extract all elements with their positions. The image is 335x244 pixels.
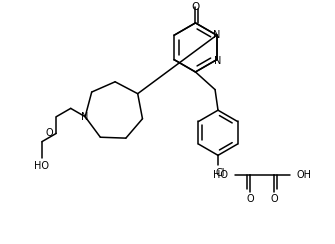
Text: Cl: Cl	[215, 168, 225, 178]
Text: N: N	[214, 56, 221, 66]
Text: N: N	[213, 30, 220, 40]
Text: O: O	[247, 194, 254, 204]
Text: O: O	[46, 128, 53, 138]
Text: HO: HO	[213, 170, 228, 180]
Text: N: N	[81, 112, 89, 122]
Text: O: O	[270, 194, 278, 204]
Text: O: O	[191, 2, 200, 12]
Text: HO: HO	[34, 161, 49, 171]
Text: OH: OH	[296, 170, 312, 180]
